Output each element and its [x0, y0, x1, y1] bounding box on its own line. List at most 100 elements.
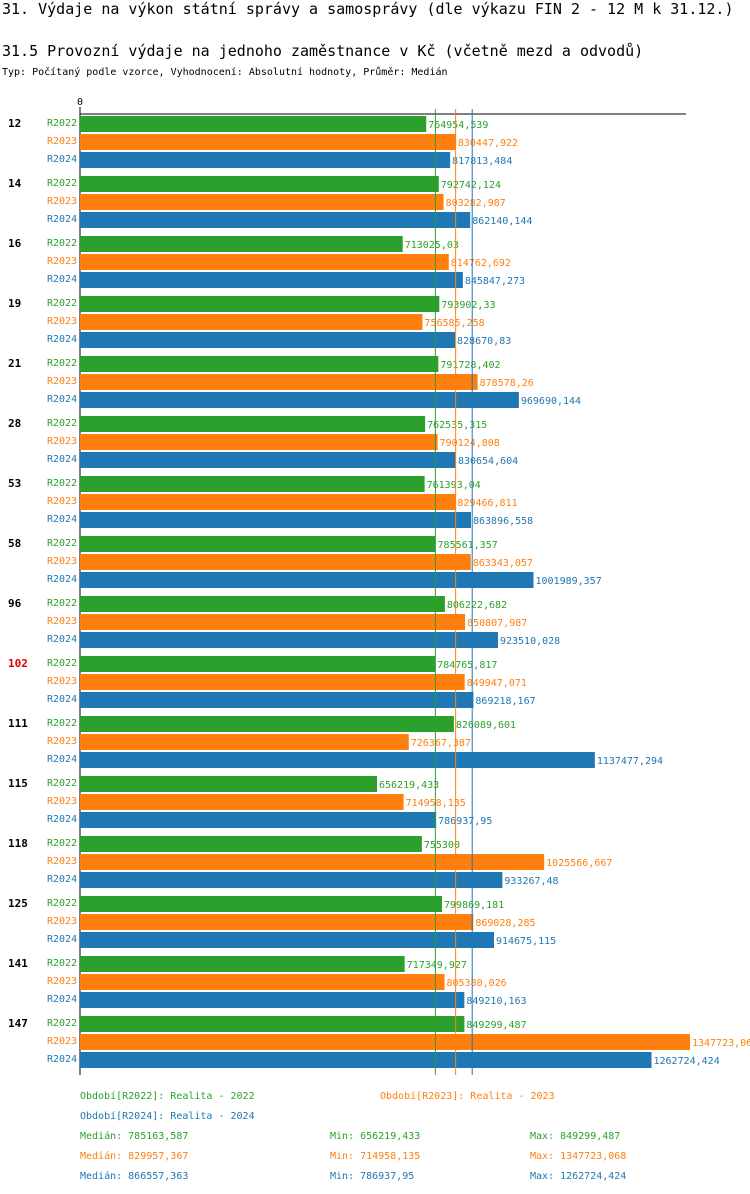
bar — [80, 434, 438, 450]
bar — [80, 512, 471, 528]
data-label: 878578,26 — [480, 378, 534, 389]
data-label: 755300 — [424, 840, 460, 851]
bar — [80, 632, 498, 648]
series-label: R2024 — [47, 754, 77, 765]
stat-min-r2023: Min: 714958,135 — [330, 1151, 421, 1162]
category-label: 58 — [8, 537, 21, 550]
series-label: R2024 — [47, 694, 77, 705]
bar — [80, 254, 449, 270]
series-label: R2023 — [47, 916, 77, 927]
data-label: 814762,692 — [451, 258, 511, 269]
series-label: R2023 — [47, 496, 77, 507]
bar — [80, 692, 474, 708]
bar — [80, 596, 445, 612]
data-label: 845847,273 — [465, 276, 525, 287]
data-label: 803282,987 — [446, 198, 506, 209]
category-label: 141 — [8, 957, 28, 970]
series-label: R2022 — [47, 238, 77, 249]
bar — [80, 116, 427, 132]
data-label: 761393,04 — [427, 480, 481, 491]
bar — [80, 914, 474, 930]
series-label: R2023 — [47, 616, 77, 627]
data-label: 726367,387 — [411, 738, 471, 749]
stat-min-r2024: Min: 786937,95 — [330, 1171, 415, 1182]
series-label: R2023 — [47, 1036, 77, 1047]
data-label: 817813,484 — [452, 156, 512, 167]
axis-zero-label: 0 — [77, 97, 83, 108]
series-label: R2024 — [47, 454, 77, 465]
series-label: R2022 — [47, 178, 77, 189]
series-label: R2023 — [47, 196, 77, 207]
bar — [80, 536, 436, 552]
bar — [80, 614, 466, 630]
series-label: R2022 — [47, 418, 77, 429]
data-label: 969690,144 — [521, 396, 581, 407]
series-label: R2024 — [47, 154, 77, 165]
data-label: 784765,817 — [437, 660, 497, 671]
data-label: 828670,83 — [457, 336, 511, 347]
chart-subtitle: 31.5 Provozní výdaje na jednoho zaměstna… — [2, 42, 644, 60]
data-label: 793902,33 — [441, 300, 495, 311]
data-label: 869218,167 — [475, 696, 535, 707]
bar — [80, 734, 409, 750]
data-label: 923510,028 — [500, 636, 560, 647]
bar — [80, 854, 545, 870]
data-label: 863343,057 — [473, 558, 533, 569]
bar — [80, 992, 465, 1008]
data-label: 790124,808 — [440, 438, 500, 449]
data-label: 762535,315 — [427, 420, 487, 431]
data-label: 713025,03 — [405, 240, 459, 251]
data-label: 1025566,667 — [546, 858, 612, 869]
bar — [80, 554, 471, 570]
series-label: R2024 — [47, 994, 77, 1005]
category-label: 115 — [8, 777, 28, 790]
series-label: R2023 — [47, 796, 77, 807]
data-label: 830447,922 — [458, 138, 518, 149]
bar — [80, 716, 454, 732]
series-label: R2024 — [47, 1054, 77, 1065]
data-label: 756585,258 — [424, 318, 484, 329]
bar — [80, 392, 519, 408]
bar — [80, 1052, 652, 1068]
bar — [80, 1034, 690, 1050]
data-label: 862140,144 — [472, 216, 532, 227]
data-label: 1001989,357 — [536, 576, 602, 587]
series-label: R2022 — [47, 658, 77, 669]
series-label: R2022 — [47, 718, 77, 729]
bar — [80, 896, 443, 912]
series-label: R2024 — [47, 874, 77, 885]
series-label: R2023 — [47, 976, 77, 987]
category-label: 147 — [8, 1017, 28, 1030]
category-label: 12 — [8, 117, 21, 130]
bar — [80, 752, 595, 768]
data-label: 826089,601 — [456, 720, 516, 731]
series-label: R2022 — [47, 358, 77, 369]
series-label: R2022 — [47, 298, 77, 309]
data-label: 1137477,294 — [597, 756, 663, 767]
data-label: 1262724,424 — [654, 1056, 720, 1067]
series-label: R2024 — [47, 274, 77, 285]
bar — [80, 314, 423, 330]
bar — [80, 656, 436, 672]
series-label: R2023 — [47, 556, 77, 567]
page-title: 31. Výdaje na výkon státní správy a samo… — [2, 0, 734, 18]
stat-max-r2022: Max: 849299,487 — [530, 1131, 621, 1142]
series-label: R2024 — [47, 634, 77, 645]
category-label: 21 — [8, 357, 22, 370]
series-label: R2024 — [47, 214, 77, 225]
bar — [80, 476, 425, 492]
data-label: 786937,95 — [438, 816, 492, 827]
category-label: 102 — [8, 657, 28, 670]
bar — [80, 296, 440, 312]
data-label: 791728,402 — [440, 360, 500, 371]
series-label: R2024 — [47, 574, 77, 585]
category-label: 16 — [8, 237, 22, 250]
stat-median-r2024: Medián: 866557,363 — [80, 1171, 189, 1182]
series-label: R2022 — [47, 898, 77, 909]
category-label: 118 — [8, 837, 28, 850]
category-label: 14 — [8, 177, 22, 190]
data-label: 869028,285 — [475, 918, 535, 929]
data-label: 799869,181 — [444, 900, 504, 911]
series-label: R2023 — [47, 316, 77, 327]
series-label: R2024 — [47, 334, 77, 345]
